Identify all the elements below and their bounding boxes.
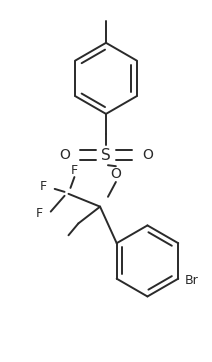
Text: F: F — [71, 164, 78, 177]
Text: S: S — [101, 148, 111, 163]
Text: F: F — [39, 180, 46, 193]
Text: Br: Br — [185, 274, 199, 287]
Text: O: O — [110, 167, 121, 181]
Text: F: F — [35, 207, 42, 220]
Text: O: O — [142, 148, 153, 162]
Text: O: O — [59, 148, 70, 162]
